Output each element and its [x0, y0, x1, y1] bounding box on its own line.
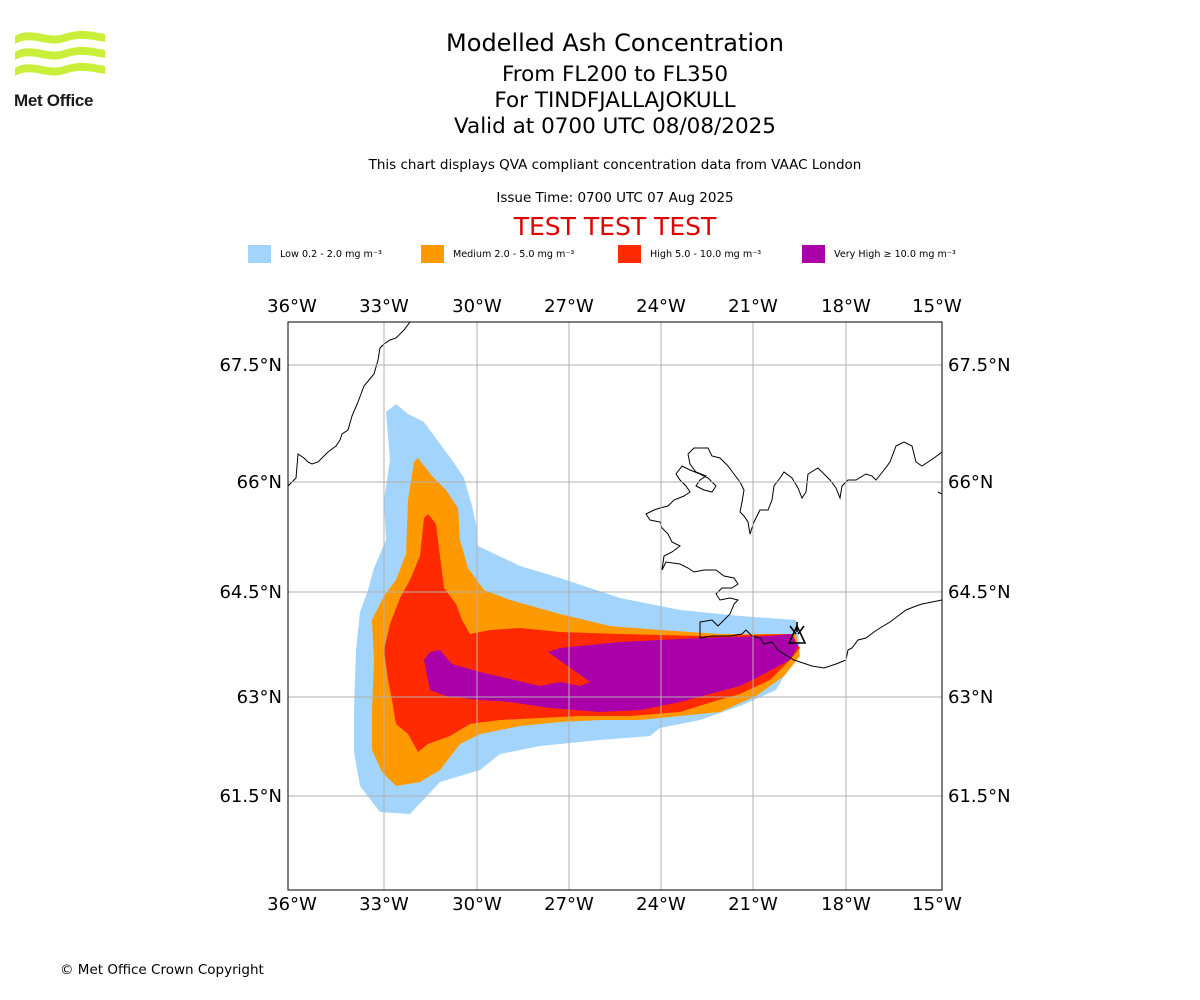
lon-tick-label: 18°W	[821, 296, 871, 317]
lon-tick-label: 21°W	[728, 296, 778, 317]
legend-label-very-high: Very High ≥ 10.0 mg m⁻³	[834, 248, 956, 260]
lon-tick-label: 30°W	[452, 296, 502, 317]
legend-label-high: High 5.0 - 10.0 mg m⁻³	[650, 248, 762, 260]
lat-tick-label: 66°N	[948, 472, 993, 493]
lon-ticks-bottom: 36°W 33°W 30°W 27°W 24°W 21°W 18°W 15°W	[267, 894, 962, 915]
legend-swatch-very-high	[802, 245, 825, 263]
lon-tick-label: 21°W	[728, 894, 778, 915]
legend-item-high: High 5.0 - 10.0 mg m⁻³	[618, 244, 761, 264]
lat-tick-label: 67.5°N	[948, 355, 1011, 376]
volcano-name: For TINDFJALLAJOKULL	[494, 88, 736, 113]
lon-tick-label: 30°W	[452, 894, 502, 915]
map-frame	[287, 321, 943, 891]
lon-ticks-top: 36°W 33°W 30°W 27°W 24°W 21°W 18°W 15°W	[267, 296, 962, 317]
volcano-icon	[787, 622, 807, 644]
lon-tick-label: 33°W	[359, 894, 409, 915]
flight-level-range: From FL200 to FL350	[501, 62, 729, 87]
legend-item-medium: Medium 2.0 - 5.0 mg m⁻³	[421, 244, 574, 264]
coastline	[288, 322, 942, 669]
lon-tick-label: 27°W	[544, 296, 594, 317]
legend-swatch-high	[618, 245, 641, 263]
legend-label-medium: Medium 2.0 - 5.0 mg m⁻³	[453, 248, 575, 260]
lon-tick-label: 33°W	[359, 296, 409, 317]
legend-item-very-high: Very High ≥ 10.0 mg m⁻³	[802, 244, 956, 264]
chart-description: This chart displays QVA compliant concen…	[368, 157, 862, 173]
lon-tick-label: 15°W	[912, 296, 962, 317]
chart-title: Modelled Ash Concentration	[446, 29, 784, 57]
legend-swatch-medium	[421, 245, 444, 263]
issue-time: Issue Time: 0700 UTC 07 Aug 2025	[496, 190, 734, 206]
lat-tick-label: 64.5°N	[219, 582, 282, 603]
legend-item-low: Low 0.2 - 2.0 mg m⁻³	[248, 244, 382, 264]
lat-tick-label: 61.5°N	[948, 786, 1011, 807]
ash-region-very-high	[424, 634, 798, 712]
legend-swatch-low	[248, 245, 271, 263]
graticule	[288, 322, 942, 890]
met-office-logo	[15, 30, 105, 76]
lat-tick-label: 63°N	[948, 687, 993, 708]
logo-text: Met Office	[14, 91, 94, 110]
lat-tick-label: 61.5°N	[219, 786, 282, 807]
lon-tick-label: 18°W	[821, 894, 871, 915]
copyright-notice: © Met Office Crown Copyright	[60, 962, 264, 978]
lat-ticks-right: 67.5°N 66°N 64.5°N 63°N 61.5°N	[948, 355, 1011, 807]
lat-tick-label: 66°N	[237, 472, 282, 493]
lon-tick-label: 36°W	[267, 894, 317, 915]
lat-tick-label: 67.5°N	[219, 355, 282, 376]
lat-ticks-left: 67.5°N 66°N 64.5°N 63°N 61.5°N	[219, 355, 282, 807]
lon-tick-label: 24°W	[636, 894, 686, 915]
lat-tick-label: 64.5°N	[948, 582, 1011, 603]
valid-time: Valid at 0700 UTC 08/08/2025	[453, 114, 776, 139]
lon-tick-label: 15°W	[912, 894, 962, 915]
legend-label-low: Low 0.2 - 2.0 mg m⁻³	[280, 248, 382, 260]
lon-tick-label: 24°W	[636, 296, 686, 317]
lon-tick-label: 36°W	[267, 296, 317, 317]
test-banner: TEST TEST TEST	[513, 212, 717, 241]
lon-tick-label: 27°W	[544, 894, 594, 915]
lat-tick-label: 63°N	[237, 687, 282, 708]
